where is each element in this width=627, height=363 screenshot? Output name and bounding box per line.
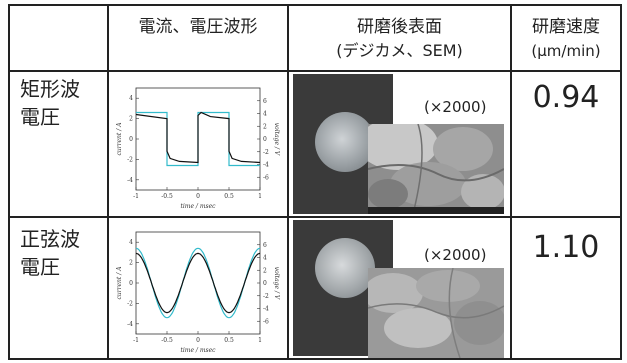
row2-label-line1: 正弦波 <box>20 227 80 251</box>
y2-tick-label: -2 <box>263 293 269 300</box>
header-rate-line1: 研磨速度 <box>532 17 600 37</box>
y2-tick-label: 2 <box>263 123 267 130</box>
row1-label-line1: 矩形波 <box>20 77 80 101</box>
y2-tick-label: 0 <box>263 280 267 287</box>
y-tick-label: 2 <box>129 116 133 123</box>
sine-wave-sem-photo <box>368 268 504 358</box>
y2-tick-label: 4 <box>263 111 267 118</box>
y-axis-label-left: current / A <box>116 122 123 156</box>
y2-tick-label: 6 <box>263 98 267 105</box>
x-tick-label: -1 <box>133 337 139 344</box>
y-tick-label: 4 <box>129 239 133 246</box>
series-line <box>135 111 261 164</box>
y2-tick-label: 0 <box>263 136 267 143</box>
x-tick-label: 0 <box>196 193 200 200</box>
sine-wave-chart: -1 -0.5 0 0.5 1 -4 -2 0 2 4 -6 -4 -2 0 2 4 6 time / msec c… <box>112 224 282 356</box>
square-wave-chart: -1 -0.5 0 0.5 1 -4 -2 0 2 4 -6 -4 -2 0 2 4 6 time / msec c… <box>112 80 282 212</box>
row1-label-line2: 電圧 <box>20 105 60 129</box>
y-tick-label: -4 <box>127 177 133 184</box>
y2-tick-label: -6 <box>263 318 269 325</box>
x-tick-label: 0 <box>196 337 200 344</box>
x-tick-label: 1 <box>258 193 262 200</box>
y2-tick-label: 6 <box>263 242 267 249</box>
row2-polish-rate: 1.10 <box>532 230 600 265</box>
table-border-top <box>8 4 622 6</box>
square-wave-sem-photo <box>368 124 504 214</box>
plot-frame <box>135 231 261 335</box>
row2-label-line2: 電圧 <box>20 255 60 279</box>
y2-tick-label: -4 <box>263 162 269 169</box>
table-border-left <box>8 4 10 360</box>
table-border-right <box>620 4 622 360</box>
x-axis-label: time / msec <box>180 347 216 354</box>
table-border-header <box>8 70 622 72</box>
y-tick-label: -2 <box>127 300 133 307</box>
sem-texture <box>368 124 504 214</box>
y2-tick-label: -2 <box>263 149 269 156</box>
header-waveform: 電流、電圧波形 <box>138 17 258 37</box>
x-tick-label: -0.5 <box>161 337 173 344</box>
y2-tick-label: -6 <box>263 174 269 181</box>
table-border-mid <box>8 216 622 218</box>
sem-texture <box>368 268 504 358</box>
row2-magnification: (×2000) <box>424 246 487 264</box>
y2-tick-label: 2 <box>263 267 267 274</box>
table-border-col1 <box>107 4 109 360</box>
y-tick-label: -4 <box>127 321 133 328</box>
x-tick-label: 0.5 <box>224 337 234 344</box>
table-border-col3 <box>510 4 512 360</box>
y-tick-label: -2 <box>127 156 133 163</box>
x-tick-label: 0.5 <box>224 193 234 200</box>
series-line <box>135 252 261 314</box>
header-rate-line2: (μm/min) <box>531 42 601 60</box>
x-tick-label: 1 <box>258 337 262 344</box>
y2-tick-label: 4 <box>263 255 267 262</box>
x-axis-label: time / msec <box>180 203 216 210</box>
y-axis-label-right: voltage / V <box>273 123 280 156</box>
y-axis-label-left: current / A <box>116 266 123 300</box>
row1-magnification: (×2000) <box>424 98 487 116</box>
y-axis-label-right: voltage / V <box>273 267 280 300</box>
y2-tick-label: -4 <box>263 306 269 313</box>
x-tick-label: -1 <box>133 193 139 200</box>
polished-disc <box>315 112 375 172</box>
table-border-col2 <box>287 4 289 360</box>
polished-disc <box>315 238 375 298</box>
y-tick-label: 2 <box>129 260 133 267</box>
y-tick-label: 0 <box>129 280 133 287</box>
x-tick-label: -0.5 <box>161 193 173 200</box>
header-surface-line1: 研磨後表面 <box>357 17 442 37</box>
y-tick-label: 4 <box>129 95 133 102</box>
series-line <box>135 247 261 319</box>
y-tick-label: 0 <box>129 136 133 143</box>
header-surface-line2: (デジカメ、SEM) <box>336 41 463 60</box>
table-border-bottom <box>8 358 622 360</box>
row1-polish-rate: 0.94 <box>532 80 600 115</box>
